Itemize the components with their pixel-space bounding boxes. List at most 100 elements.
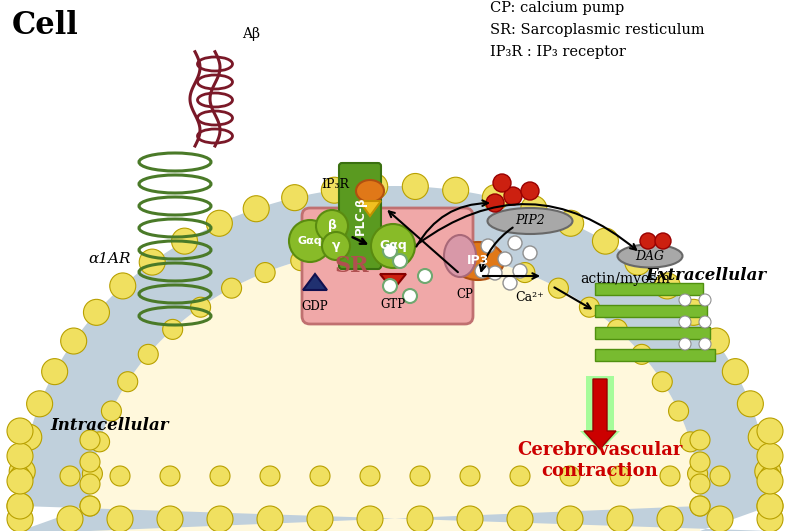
Circle shape (755, 458, 781, 484)
Polygon shape (90, 248, 700, 531)
Text: Extracellular: Extracellular (645, 268, 766, 285)
Circle shape (90, 432, 110, 452)
Circle shape (687, 464, 707, 484)
Circle shape (307, 506, 333, 531)
Circle shape (7, 418, 33, 444)
Circle shape (383, 244, 397, 258)
Circle shape (10, 466, 30, 486)
Circle shape (760, 466, 780, 486)
Circle shape (82, 464, 102, 484)
Ellipse shape (356, 180, 384, 202)
Text: GDP: GDP (302, 300, 328, 313)
Circle shape (162, 319, 182, 339)
Circle shape (690, 452, 710, 472)
Circle shape (118, 372, 138, 392)
Polygon shape (380, 274, 406, 290)
Circle shape (654, 273, 680, 299)
Text: IP₃R : IP₃ receptor: IP₃R : IP₃ receptor (490, 45, 626, 59)
FancyArrow shape (580, 376, 620, 451)
Circle shape (660, 466, 680, 486)
Text: SR: Sarcoplasmic resticulum: SR: Sarcoplasmic resticulum (490, 23, 705, 37)
Circle shape (102, 401, 122, 421)
Circle shape (699, 316, 711, 328)
Circle shape (655, 233, 671, 249)
Circle shape (699, 294, 711, 306)
Bar (595, 283, 703, 295)
Circle shape (523, 246, 537, 260)
Circle shape (669, 401, 689, 421)
Circle shape (7, 443, 33, 469)
Circle shape (110, 466, 130, 486)
Circle shape (657, 506, 683, 531)
Circle shape (206, 210, 232, 236)
Circle shape (255, 262, 275, 282)
Circle shape (757, 468, 783, 494)
Text: β: β (327, 219, 337, 233)
Circle shape (371, 224, 415, 268)
Circle shape (16, 424, 42, 450)
Circle shape (357, 506, 383, 531)
Circle shape (57, 506, 83, 531)
Circle shape (407, 506, 433, 531)
Circle shape (328, 243, 348, 262)
Circle shape (80, 474, 100, 494)
Circle shape (679, 338, 691, 350)
Ellipse shape (618, 244, 682, 268)
Circle shape (7, 493, 33, 519)
Circle shape (679, 294, 691, 306)
Circle shape (7, 493, 33, 519)
Circle shape (757, 493, 783, 519)
Text: Gαq: Gαq (379, 239, 407, 253)
Circle shape (486, 194, 504, 212)
Circle shape (9, 458, 35, 484)
Circle shape (699, 338, 711, 350)
Circle shape (710, 466, 730, 486)
Circle shape (690, 496, 710, 516)
Ellipse shape (452, 242, 504, 280)
Text: SR: SR (334, 255, 370, 277)
Circle shape (579, 297, 599, 317)
Circle shape (557, 506, 583, 531)
FancyArrow shape (584, 379, 616, 449)
Circle shape (403, 289, 417, 303)
Text: CP: CP (457, 288, 474, 301)
Text: Cerebrovascular
contraction: Cerebrovascular contraction (518, 441, 682, 480)
Circle shape (503, 276, 517, 290)
Circle shape (362, 174, 388, 200)
Text: IP₃R: IP₃R (321, 177, 349, 191)
Circle shape (157, 506, 183, 531)
Circle shape (290, 251, 310, 271)
Circle shape (652, 372, 672, 392)
Circle shape (107, 506, 133, 531)
Circle shape (402, 174, 428, 200)
Bar (595, 349, 715, 361)
Circle shape (707, 506, 733, 531)
FancyBboxPatch shape (339, 163, 381, 269)
Text: Cell: Cell (12, 10, 78, 41)
Circle shape (243, 196, 269, 222)
Circle shape (207, 506, 233, 531)
Circle shape (488, 266, 502, 280)
Circle shape (410, 466, 430, 486)
Circle shape (418, 269, 432, 283)
Circle shape (757, 493, 783, 519)
Circle shape (508, 236, 522, 250)
Circle shape (139, 249, 166, 275)
Circle shape (289, 220, 331, 262)
FancyBboxPatch shape (302, 208, 473, 324)
Circle shape (80, 430, 100, 450)
Circle shape (7, 506, 33, 531)
Circle shape (521, 182, 539, 200)
Polygon shape (20, 186, 770, 531)
Text: γ: γ (332, 239, 340, 253)
Ellipse shape (487, 208, 573, 234)
Circle shape (504, 187, 522, 205)
Circle shape (498, 252, 512, 266)
Circle shape (690, 474, 710, 494)
Text: Gαq: Gαq (298, 236, 322, 246)
Circle shape (748, 424, 774, 450)
Bar (595, 305, 707, 317)
Circle shape (457, 506, 483, 531)
Polygon shape (303, 274, 327, 290)
Circle shape (493, 174, 511, 192)
